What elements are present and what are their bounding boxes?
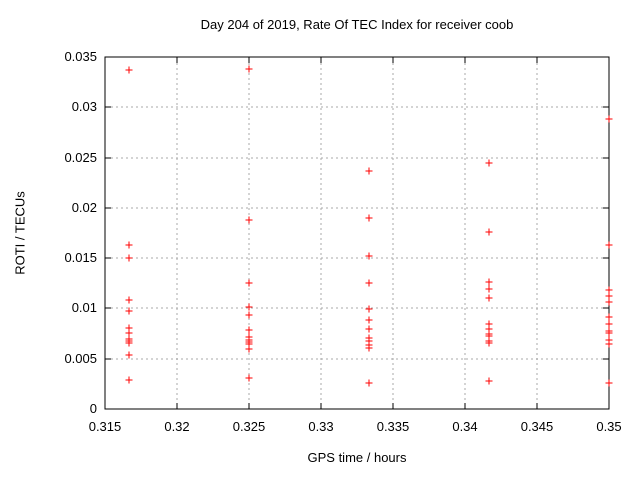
- x-tick-label: 0.32: [164, 419, 189, 434]
- x-tick-label: 0.325: [233, 419, 266, 434]
- data-point-marker: [605, 298, 613, 306]
- data-point-marker: [245, 374, 253, 382]
- data-point-marker: [125, 241, 133, 249]
- data-point-marker: [605, 241, 613, 249]
- data-point-marker: [365, 344, 373, 352]
- data-point-marker: [245, 345, 253, 353]
- data-point-marker: [125, 307, 133, 315]
- x-tick-label: 0.34: [452, 419, 477, 434]
- y-tick-label: 0.02: [72, 200, 97, 215]
- data-point-marker: [365, 279, 373, 287]
- x-tick-label: 0.335: [377, 419, 410, 434]
- data-point-marker: [365, 325, 373, 333]
- data-point-marker: [365, 167, 373, 175]
- data-point-marker: [125, 66, 133, 74]
- scatter-series: [125, 65, 613, 387]
- y-tick-label: 0.035: [64, 49, 97, 64]
- x-tick-label: 0.33: [308, 419, 333, 434]
- data-point-marker: [125, 351, 133, 359]
- data-point-marker: [245, 279, 253, 287]
- data-point-marker: [125, 329, 133, 337]
- x-tick-label: 0.345: [521, 419, 554, 434]
- data-point-marker: [485, 159, 493, 167]
- chart-title: Day 204 of 2019, Rate Of TEC Index for r…: [200, 17, 514, 32]
- data-point-marker: [245, 216, 253, 224]
- y-tick-label: 0.015: [64, 250, 97, 265]
- data-point-marker: [365, 379, 373, 387]
- data-point-marker: [365, 214, 373, 222]
- data-point-marker: [485, 377, 493, 385]
- data-point-marker: [365, 252, 373, 260]
- data-point-marker: [365, 305, 373, 313]
- data-point-marker: [605, 286, 613, 294]
- data-point-marker: [245, 311, 253, 319]
- data-point-marker: [605, 379, 613, 387]
- data-point-marker: [485, 294, 493, 302]
- data-point-marker: [125, 254, 133, 262]
- data-point-marker: [605, 320, 613, 328]
- y-tick-label: 0.005: [64, 351, 97, 366]
- data-point-marker: [485, 278, 493, 286]
- data-point-marker: [605, 329, 613, 337]
- data-point-marker: [245, 326, 253, 334]
- x-tick-label: 0.315: [89, 419, 122, 434]
- x-tick-label: 0.35: [596, 419, 621, 434]
- data-point-marker: [605, 115, 613, 123]
- data-point-marker: [605, 340, 613, 348]
- y-tick-label: 0.01: [72, 300, 97, 315]
- data-point-marker: [125, 339, 133, 347]
- data-point-marker: [245, 65, 253, 73]
- data-point-marker: [605, 292, 613, 300]
- data-point-marker: [605, 313, 613, 321]
- y-tick-label: 0: [90, 401, 97, 416]
- y-tick-label: 0.03: [72, 99, 97, 114]
- y-tick-label: 0.025: [64, 150, 97, 165]
- plot-border: [104, 56, 610, 410]
- data-point-marker: [125, 376, 133, 384]
- data-point-marker: [485, 285, 493, 293]
- x-axis-label: GPS time / hours: [307, 450, 407, 465]
- data-point-marker: [485, 339, 493, 347]
- data-point-marker: [245, 303, 253, 311]
- data-point-marker: [485, 228, 493, 236]
- data-point-marker: [125, 296, 133, 304]
- data-point-marker: [365, 316, 373, 324]
